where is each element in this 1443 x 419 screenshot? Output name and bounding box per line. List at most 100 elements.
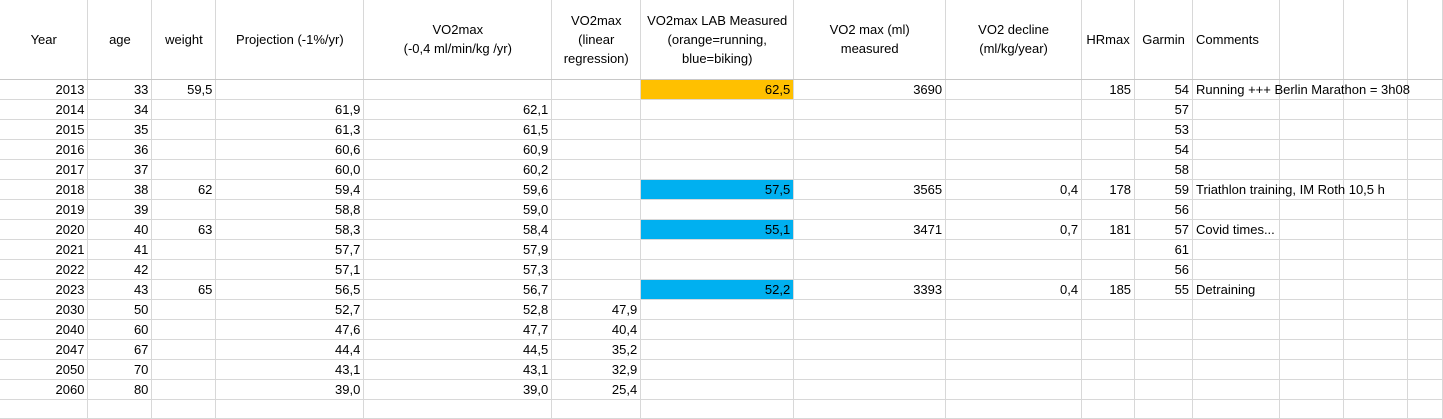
- empty-cell[interactable]: [1279, 319, 1344, 340]
- vo2max-cell[interactable]: 44,5: [363, 339, 553, 360]
- empty-cell[interactable]: [1279, 339, 1344, 360]
- empty-cell[interactable]: [1279, 379, 1344, 400]
- weight-cell[interactable]: [151, 319, 217, 340]
- garmin-cell[interactable]: [1134, 379, 1194, 400]
- age-cell[interactable]: 60: [87, 319, 153, 340]
- vo2max-ml-cell[interactable]: [793, 199, 947, 220]
- comment-cell[interactable]: Detraining: [1192, 279, 1281, 300]
- empty-cell[interactable]: [1407, 99, 1443, 120]
- garmin-cell[interactable]: 58: [1134, 159, 1194, 180]
- comment-cell[interactable]: [1192, 199, 1281, 220]
- empty-cell[interactable]: [1343, 339, 1408, 360]
- vo2max-cell[interactable]: 52,8: [363, 299, 553, 320]
- projection-cell[interactable]: 43,1: [215, 359, 365, 380]
- garmin-cell[interactable]: 57: [1134, 99, 1194, 120]
- vo2-decline-cell[interactable]: [945, 299, 1083, 320]
- empty-cell[interactable]: [1279, 259, 1344, 280]
- empty-cell[interactable]: [1279, 359, 1344, 380]
- empty-cell[interactable]: [1343, 239, 1408, 260]
- empty-cell[interactable]: [1279, 159, 1344, 180]
- empty-cell[interactable]: [1279, 199, 1344, 220]
- empty-cell[interactable]: [1407, 259, 1443, 280]
- empty-cell[interactable]: [1279, 219, 1344, 240]
- empty-cell[interactable]: [640, 399, 795, 419]
- weight-cell[interactable]: [151, 239, 217, 260]
- year-cell[interactable]: 2015: [0, 119, 89, 140]
- hrmax-cell[interactable]: 185: [1081, 79, 1136, 100]
- empty-cell[interactable]: [0, 399, 89, 419]
- garmin-cell[interactable]: 55: [1134, 279, 1194, 300]
- projection-cell[interactable]: 44,4: [215, 339, 365, 360]
- header-vo2-decline[interactable]: VO2 decline (ml/kg/year): [945, 0, 1083, 80]
- hrmax-cell[interactable]: [1081, 99, 1136, 120]
- weight-cell[interactable]: [151, 339, 217, 360]
- age-cell[interactable]: 39: [87, 199, 153, 220]
- lab-measured-cell[interactable]: 52,2: [640, 279, 795, 300]
- vo2max-ml-cell[interactable]: [793, 359, 947, 380]
- comment-cell[interactable]: [1192, 319, 1281, 340]
- lab-measured-cell[interactable]: 55,1: [640, 219, 795, 240]
- comment-cell[interactable]: [1192, 99, 1281, 120]
- projection-cell[interactable]: 56,5: [215, 279, 365, 300]
- lab-measured-cell[interactable]: [640, 339, 795, 360]
- empty-cell[interactable]: [1343, 99, 1408, 120]
- hrmax-cell[interactable]: 181: [1081, 219, 1136, 240]
- weight-cell[interactable]: [151, 99, 217, 120]
- empty-cell[interactable]: [945, 399, 1083, 419]
- weight-cell[interactable]: [151, 259, 217, 280]
- projection-cell[interactable]: 61,3: [215, 119, 365, 140]
- empty-cell[interactable]: [1081, 399, 1136, 419]
- vo2max-cell[interactable]: 39,0: [363, 379, 553, 400]
- projection-cell[interactable]: 59,4: [215, 179, 365, 200]
- vo2-decline-cell[interactable]: [945, 239, 1083, 260]
- year-cell[interactable]: 2021: [0, 239, 89, 260]
- garmin-cell[interactable]: [1134, 299, 1194, 320]
- age-cell[interactable]: 33: [87, 79, 153, 100]
- comment-cell[interactable]: [1192, 239, 1281, 260]
- linear-regression-cell[interactable]: [551, 279, 642, 300]
- projection-cell[interactable]: 57,7: [215, 239, 365, 260]
- projection-cell[interactable]: 58,8: [215, 199, 365, 220]
- vo2-decline-cell[interactable]: [945, 259, 1083, 280]
- age-cell[interactable]: 40: [87, 219, 153, 240]
- header-vo2max-lab-measured[interactable]: VO2max LAB Measured (orange=running, blu…: [640, 0, 795, 80]
- age-cell[interactable]: 50: [87, 299, 153, 320]
- header-garmin[interactable]: Garmin: [1134, 0, 1194, 80]
- header-empty-3[interactable]: [1407, 0, 1443, 80]
- weight-cell[interactable]: 65: [151, 279, 217, 300]
- header-vo2max-ml-measured[interactable]: VO2 max (ml) measured: [793, 0, 947, 80]
- empty-cell[interactable]: [1279, 239, 1344, 260]
- lab-measured-cell[interactable]: [640, 259, 795, 280]
- garmin-cell[interactable]: 57: [1134, 219, 1194, 240]
- header-projection[interactable]: Projection (-1%/yr): [215, 0, 365, 80]
- garmin-cell[interactable]: 59: [1134, 179, 1194, 200]
- hrmax-cell[interactable]: [1081, 159, 1136, 180]
- lab-measured-cell[interactable]: [640, 359, 795, 380]
- comment-cell[interactable]: Covid times...: [1192, 219, 1281, 240]
- projection-cell[interactable]: 57,1: [215, 259, 365, 280]
- empty-cell[interactable]: [363, 399, 553, 419]
- empty-cell[interactable]: [1192, 399, 1281, 419]
- empty-cell[interactable]: [1343, 119, 1408, 140]
- weight-cell[interactable]: [151, 119, 217, 140]
- empty-cell[interactable]: [1407, 299, 1443, 320]
- comment-cell[interactable]: [1192, 139, 1281, 160]
- linear-regression-cell[interactable]: [551, 239, 642, 260]
- hrmax-cell[interactable]: 178: [1081, 179, 1136, 200]
- vo2max-cell[interactable]: 47,7: [363, 319, 553, 340]
- age-cell[interactable]: 41: [87, 239, 153, 260]
- vo2max-ml-cell[interactable]: [793, 99, 947, 120]
- weight-cell[interactable]: [151, 379, 217, 400]
- empty-cell[interactable]: [1343, 159, 1408, 180]
- empty-cell[interactable]: [1279, 139, 1344, 160]
- year-cell[interactable]: 2016: [0, 139, 89, 160]
- comment-cell[interactable]: [1192, 339, 1281, 360]
- year-cell[interactable]: 2050: [0, 359, 89, 380]
- empty-cell[interactable]: [1279, 399, 1344, 419]
- header-age[interactable]: age: [87, 0, 153, 80]
- year-cell[interactable]: 2023: [0, 279, 89, 300]
- empty-cell[interactable]: [1343, 219, 1408, 240]
- empty-cell[interactable]: [1279, 99, 1344, 120]
- empty-cell[interactable]: [1343, 399, 1408, 419]
- empty-cell[interactable]: [793, 399, 947, 419]
